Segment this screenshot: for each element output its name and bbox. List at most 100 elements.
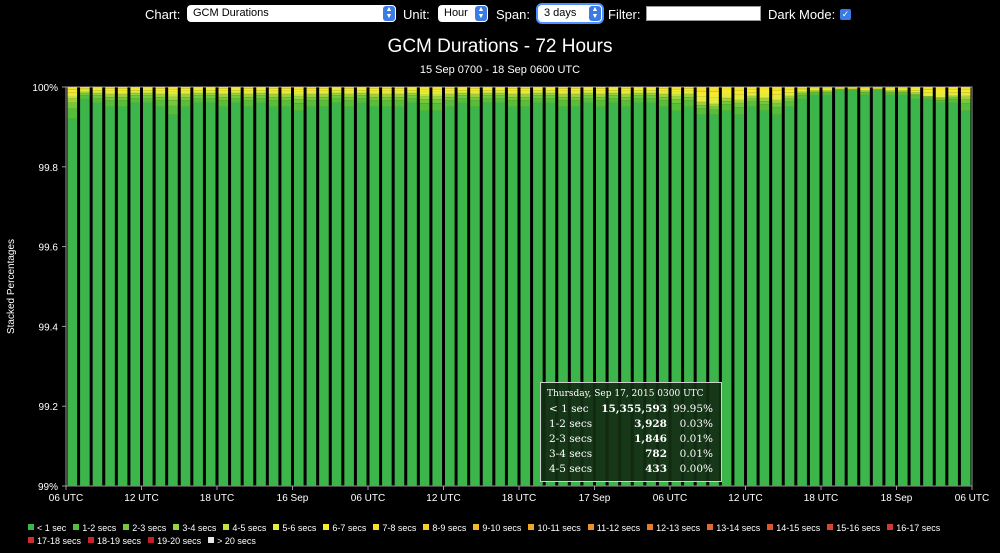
bar-segment-lt1 — [243, 106, 254, 486]
bar-segment — [168, 87, 178, 90]
bar-group — [596, 87, 606, 486]
bar-segment — [860, 87, 870, 89]
bar-segment-lt1 — [608, 102, 619, 487]
bar-segment — [910, 90, 921, 92]
bar-segment-lt1 — [759, 110, 770, 486]
tooltip-row-label: 3-4 secs — [549, 447, 593, 460]
legend-label: 7-8 secs — [382, 523, 417, 533]
bar-segment — [898, 87, 908, 88]
chart-select[interactable]: GCM Durations ▲ ▼ — [187, 5, 396, 22]
bar-segment — [268, 93, 279, 95]
bar-segment — [130, 93, 140, 96]
bar-segment — [570, 88, 581, 91]
legend-item[interactable]: 13-14 secs — [707, 522, 760, 535]
legend-item[interactable]: 19-20 secs — [148, 535, 201, 548]
chevron-updown-icon: ▲ ▼ — [589, 6, 601, 21]
bar-segment — [92, 92, 103, 94]
bar-segment — [382, 94, 392, 98]
bar-segment — [394, 100, 405, 107]
legend-item[interactable]: 10-11 secs — [528, 522, 581, 535]
bar-segment — [633, 95, 644, 99]
x-tick-label: 12 UTC — [426, 493, 460, 504]
bar-group — [570, 87, 581, 486]
bar-segment — [105, 97, 115, 101]
legend-item[interactable]: 4-5 secs — [223, 522, 266, 535]
bar-segment-lt1 — [507, 106, 518, 486]
bar-segment-lt1 — [721, 110, 732, 486]
legend-item[interactable]: 8-9 secs — [423, 522, 466, 535]
legend-item[interactable]: 3-4 secs — [173, 522, 216, 535]
bar-segment — [306, 100, 317, 107]
bar-segment — [407, 87, 417, 89]
bar-segment — [231, 87, 241, 89]
bar-segment — [747, 98, 757, 102]
bar-segment — [294, 91, 304, 94]
bar-segment-lt1 — [356, 102, 367, 487]
bar-segment — [80, 91, 90, 94]
legend-item[interactable]: 5-6 secs — [273, 522, 316, 535]
legend-label: < 1 sec — [37, 523, 67, 533]
bar-segment — [520, 97, 531, 101]
legend-item[interactable]: 14-15 secs — [767, 522, 820, 535]
bar-segment — [394, 94, 405, 98]
legend-item[interactable]: > 20 secs — [208, 535, 256, 548]
legend-item[interactable]: 6-7 secs — [323, 522, 366, 535]
bar-segment — [960, 99, 971, 104]
bar-segment — [294, 87, 304, 90]
chart-subtitle: 15 Sep 0700 - 18 Sep 0600 UTC — [419, 64, 581, 76]
legend-item[interactable]: 17-18 secs — [28, 535, 81, 548]
x-tick-label: 06 UTC — [653, 493, 687, 504]
legend-item[interactable]: < 1 sec — [28, 522, 66, 535]
bar-segment — [218, 94, 229, 98]
y-tick-label: 99% — [38, 482, 58, 493]
legend-item[interactable]: 11-12 secs — [587, 522, 640, 535]
unit-select[interactable]: Hour ▲ ▼ — [438, 5, 488, 22]
bar-segment — [319, 94, 329, 98]
bar-segment — [558, 100, 568, 107]
bar-segment — [835, 87, 845, 88]
legend-label: 12-13 secs — [656, 523, 701, 533]
bar-segment — [470, 93, 480, 95]
bar-segment — [797, 87, 807, 89]
legend-item[interactable]: 2-3 secs — [123, 522, 166, 535]
bar-segment — [847, 87, 858, 88]
bar-segment — [658, 97, 669, 101]
filter-input[interactable] — [646, 6, 761, 21]
legend-item[interactable]: 9-10 secs — [473, 522, 521, 535]
bar-segment — [205, 98, 216, 103]
bar-segment — [646, 98, 656, 103]
legend-swatch — [827, 524, 834, 530]
bar-segment — [734, 107, 744, 115]
bar-segment — [356, 87, 367, 89]
legend-swatch — [208, 537, 215, 543]
bar-segment — [394, 90, 405, 93]
bar-segment — [294, 99, 304, 104]
bar-group — [784, 87, 795, 486]
span-select[interactable]: 3 days ▲ ▼ — [538, 5, 602, 22]
bar-group — [507, 87, 518, 486]
legend-item[interactable]: 15-16 secs — [827, 522, 880, 535]
tooltip-row-label: 4-5 secs — [549, 462, 593, 475]
bar-segment — [533, 90, 543, 92]
bar-segment — [570, 90, 581, 93]
bar-segment — [948, 97, 958, 100]
legend-item[interactable]: 12-13 secs — [647, 522, 700, 535]
legend-item[interactable]: 16-17 secs — [887, 522, 940, 535]
legend-item[interactable]: 1-2 secs — [73, 522, 116, 535]
dark-mode-checkbox[interactable]: ✓ — [840, 9, 851, 20]
bar-segment — [709, 103, 719, 105]
bar-group — [369, 87, 380, 486]
bar-segment — [168, 105, 178, 115]
bar-segment — [583, 87, 593, 89]
bar-segment — [445, 90, 455, 93]
legend-item[interactable]: 18-19 secs — [88, 535, 141, 548]
chart-tooltip: Thursday, Sep 17, 2015 0300 UTC < 1 sec 1… — [540, 382, 722, 482]
bar-segment — [369, 100, 380, 107]
bar-segment — [747, 101, 757, 107]
bar-segment — [168, 96, 178, 101]
bar-segment — [80, 89, 90, 91]
legend-item[interactable]: 7-8 secs — [373, 522, 416, 535]
bar-segment — [621, 93, 631, 95]
bar-segment — [294, 94, 304, 97]
bar-segment-lt1 — [696, 114, 707, 487]
